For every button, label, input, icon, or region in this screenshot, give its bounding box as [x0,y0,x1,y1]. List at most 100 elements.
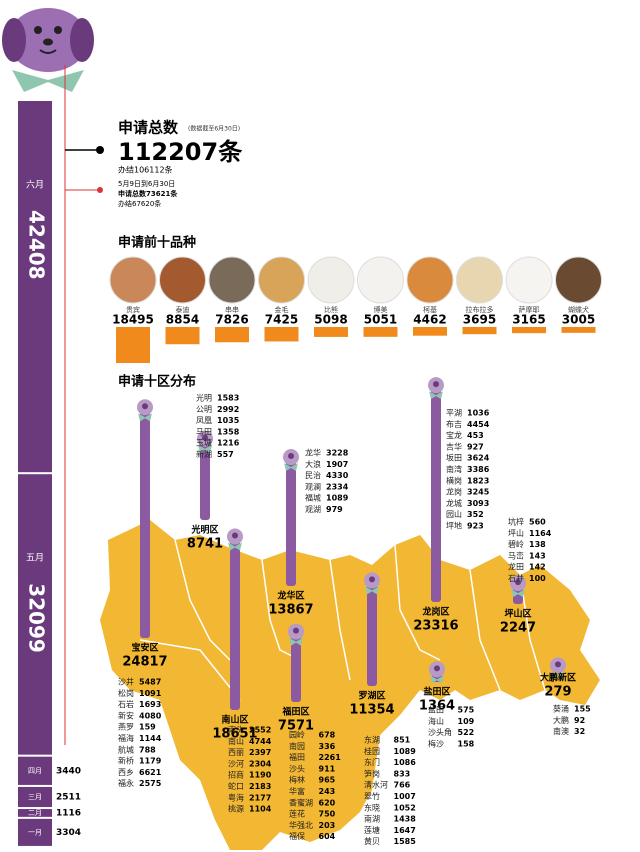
street-count: 620 [319,798,336,807]
street-name: 园山 [446,509,462,519]
breed-bar [413,327,447,336]
month-value: 3304 [56,828,81,838]
street-name: 南湾 [446,464,462,474]
district-count: 1364 [419,699,455,714]
street-name: 光明 [196,393,212,403]
street-count: 4454 [467,420,490,429]
street-count: 1216 [217,439,240,448]
district-count: 24817 [122,655,167,670]
street-count: 2575 [139,779,162,788]
district-bar [291,631,301,702]
pin-dot [433,381,439,388]
pin-bow [228,542,242,551]
street-name: 平湖 [446,409,462,418]
breed-count: 7826 [215,313,248,327]
breed-name: 金毛 [275,305,289,314]
month-bar [18,756,52,785]
breed-photo [357,256,404,304]
street-name: 东门 [364,757,380,767]
street-name: 沙井 [118,677,134,687]
pin-dot [142,403,148,410]
street-count: 851 [394,736,411,745]
marker-dot [97,187,103,193]
street-name: 笋岗 [364,768,380,778]
month-value: 1116 [56,808,81,818]
month-value: 2511 [56,792,81,802]
district-bar [230,536,240,710]
marker-dot [96,146,104,154]
pin-bow [284,463,298,472]
street-name: 桂园 [364,746,380,756]
street-name: 龙岗 [446,487,462,497]
street-count: 1438 [394,815,417,824]
street-count: 1086 [394,758,417,767]
street-count: 2183 [249,782,271,791]
street-count: 3386 [467,465,490,474]
pin-dot [434,665,440,672]
street-name: 华富 [289,786,305,796]
street-name: 石岩 [118,699,134,709]
street-name: 马田 [196,427,212,436]
district-name: 龙岗区 [421,606,449,618]
street-count: 143 [529,551,546,560]
street-count: 100 [529,574,546,583]
district-name: 福田区 [281,706,309,718]
period-total: 申请总数73621条 [118,189,178,198]
district-count: 23316 [413,619,458,634]
street-count: 155 [574,705,591,714]
street-name: 新湖 [196,449,212,459]
street-name: 龙田 [508,562,524,572]
breed-photo [258,256,305,304]
street-count: 92 [574,716,585,725]
section-title: 申请十区分布 [118,374,196,390]
street-count: 1647 [394,826,416,835]
street-count: 788 [139,745,156,754]
district-name: 南山区 [221,714,248,726]
street-count: 336 [319,742,336,751]
district-name: 大鹏新区 [540,672,576,684]
breed-count: 3005 [562,313,595,327]
street-name: 西乡 [118,768,134,777]
street-count: 522 [458,728,475,737]
street-count: 1179 [139,757,162,766]
street-count: 927 [467,442,484,451]
breed-name: 拉布拉多 [466,305,494,314]
street-count: 1583 [217,394,239,403]
street-count: 3245 [467,488,490,497]
street-name: 吉华 [446,441,462,451]
street-count: 3228 [326,449,349,458]
district-name: 光明区 [190,524,218,536]
district-count: 8741 [187,537,223,552]
district-bar [367,580,377,686]
street-count: 678 [319,731,336,740]
month-label: 四月 [28,767,42,775]
street-count: 1144 [139,734,162,743]
street-name: 园岭 [289,730,305,740]
street-name: 大鹏 [553,715,569,725]
street-name: 葵涌 [553,704,569,714]
breed-photo [555,256,602,304]
month-bar [18,818,52,846]
district-bar [140,407,150,638]
pin-bow [198,444,212,453]
street-count: 109 [458,717,475,726]
street-count: 32 [574,727,585,736]
street-name: 梅沙 [428,738,444,748]
month-value: 3440 [56,766,81,776]
street-count: 2177 [249,793,271,802]
street-name: 石井 [508,573,524,583]
breed-bar [363,327,398,337]
street-name: 福城 [305,494,321,503]
street-name: 坑梓 [508,517,524,527]
street-name: 马峦 [508,550,524,560]
street-count: 604 [319,832,336,841]
street-name: 沙头 [289,763,305,773]
breed-name: 萨摩耶 [519,305,540,314]
pin-dot [232,532,238,539]
district-count: 18651 [212,727,257,742]
summary-done: 办结106112条 [118,165,173,175]
district-name: 宝安区 [131,642,158,654]
street-count: 3624 [467,454,490,463]
street-name: 南园 [289,741,305,751]
